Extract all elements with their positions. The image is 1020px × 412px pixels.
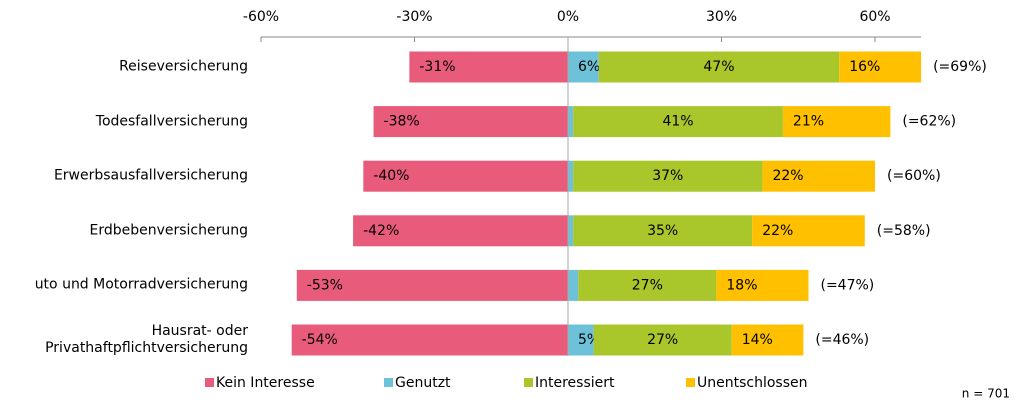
total-label: (=69%): [933, 59, 987, 75]
sample-note: n = 701: [962, 387, 1010, 401]
legend-swatch: [384, 378, 393, 387]
total-label: (=62%): [902, 114, 956, 130]
bar-segment: [593, 324, 732, 356]
x-tick-label: 60%: [859, 9, 890, 25]
category-label: uto und Motorradversicherung: [34, 276, 248, 293]
total-label: (=60%): [887, 168, 941, 184]
total-label: (=58%): [877, 223, 931, 239]
category-label: Todesfallversicherung: [95, 113, 248, 130]
bar-segment: [839, 51, 922, 83]
bar-segment: [578, 269, 717, 301]
value-label: 22%: [772, 168, 803, 184]
value-label: 27%: [647, 332, 678, 348]
value-label: -40%: [373, 168, 409, 184]
bar-segment: [353, 215, 568, 247]
bar-segment: [573, 160, 763, 192]
value-label: 37%: [652, 168, 683, 184]
category-label: Hausrat- oder Privathaftpflichtversicher…: [45, 323, 248, 356]
value-label: 27%: [632, 277, 663, 293]
bar-segment: [598, 51, 840, 83]
bar-segment: [568, 106, 574, 138]
value-label: 22%: [762, 223, 793, 239]
bar-segment: [409, 51, 568, 83]
x-tick-label: 30%: [706, 9, 737, 25]
bar-segment: [716, 269, 809, 301]
legend-label: Interessiert: [535, 375, 615, 391]
legend-swatch: [524, 378, 533, 387]
x-tick-label: 0%: [557, 9, 579, 25]
legend-swatch: [686, 378, 695, 387]
category-label: Erwerbsausfallversicherung: [53, 167, 248, 184]
bar-segment: [296, 269, 568, 301]
bar-segment: [573, 215, 753, 247]
value-label: 16%: [849, 59, 880, 75]
bar-segment: [568, 160, 574, 192]
bar-segment: [568, 215, 574, 247]
category-label: Erdbebenversicherung: [89, 222, 248, 239]
total-label: (=46%): [815, 332, 869, 348]
value-label: -31%: [419, 59, 455, 75]
bar-segment: [568, 324, 594, 356]
value-label: 35%: [647, 223, 678, 239]
bar-segment: [363, 160, 568, 192]
value-label: -53%: [307, 277, 343, 293]
legend-label: Unentschlossen: [697, 375, 808, 391]
bar-segment: [568, 51, 599, 83]
bar-segment: [373, 106, 568, 138]
total-label: (=47%): [820, 277, 874, 293]
value-label: -38%: [384, 114, 420, 130]
value-label: 47%: [703, 59, 734, 75]
bar-segment: [731, 324, 804, 356]
legend-label: Genutzt: [395, 375, 451, 391]
legend-label: Kein Interesse: [216, 375, 315, 391]
category-label: Reiseversicherung: [119, 58, 248, 75]
x-tick-label: -60%: [243, 9, 279, 25]
bar-segment: [782, 106, 891, 138]
value-label: 18%: [726, 277, 757, 293]
value-label: 14%: [742, 332, 773, 348]
bar-segment: [291, 324, 568, 356]
value-label: -54%: [302, 332, 338, 348]
bar-segment: [573, 106, 783, 138]
value-label: 6%: [578, 59, 600, 75]
x-tick-label: -30%: [396, 9, 432, 25]
legend-swatch: [205, 378, 214, 387]
value-label: 21%: [793, 114, 824, 130]
bar-segment: [568, 269, 579, 301]
value-label: -42%: [363, 223, 399, 239]
bar-segment: [752, 215, 865, 247]
value-label: 41%: [662, 114, 693, 130]
bar-segment: [762, 160, 876, 192]
